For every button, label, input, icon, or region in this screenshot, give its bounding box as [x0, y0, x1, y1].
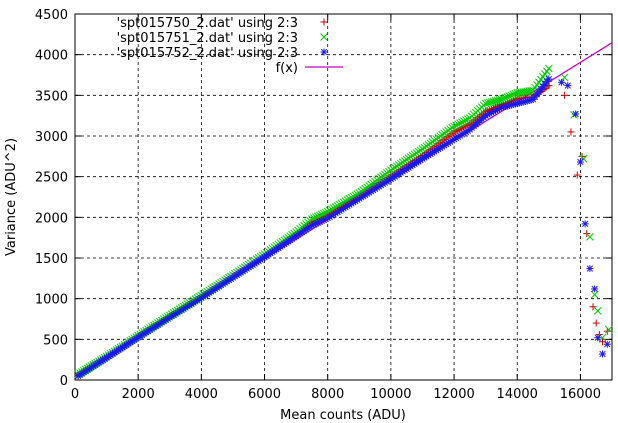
data-point	[591, 285, 599, 293]
legend-marker	[320, 48, 328, 56]
y-tick-label: 1000	[35, 293, 68, 308]
x-axis-label: Mean counts (ADU)	[280, 408, 406, 423]
data-point	[573, 171, 581, 179]
x-tick-label: 0	[71, 387, 79, 402]
data-point	[557, 78, 565, 86]
y-tick-label: 500	[43, 333, 68, 348]
data-point	[505, 92, 514, 101]
x-axis: 0 2000 4000 6000 8000 10000 12000 14000 16000	[71, 14, 601, 402]
data-point	[452, 121, 460, 130]
data-point	[586, 265, 594, 273]
data-points	[74, 64, 613, 380]
grid	[75, 14, 612, 380]
data-point	[586, 232, 594, 241]
x-tick-label: 16000	[560, 387, 601, 402]
y-axis-label: Variance (ADU^2)	[4, 138, 19, 256]
data-point	[499, 94, 508, 103]
x-tick-label: 8000	[311, 387, 344, 402]
data-point	[545, 75, 553, 83]
y-tick-label: 4500	[35, 8, 68, 23]
legend-label: 'spt015750_2.dat' using 2:3	[117, 16, 298, 31]
data-point	[458, 118, 466, 127]
data-point	[581, 220, 589, 228]
series-3	[74, 75, 611, 380]
data-point	[592, 319, 600, 327]
x-tick-label: 12000	[433, 387, 474, 402]
legend-marker	[320, 33, 328, 41]
data-point	[373, 184, 381, 192]
y-tick-label: 2000	[35, 211, 68, 226]
data-point	[567, 128, 575, 136]
data-point	[578, 152, 586, 160]
x-tick-label: 6000	[248, 387, 281, 402]
data-point	[604, 325, 613, 334]
y-tick-label: 1500	[35, 252, 68, 267]
data-point	[594, 334, 602, 342]
legend-marker	[320, 18, 328, 26]
y-axis: 0 500 1000 1500 2000 2500 3000 3500 4000 4500	[35, 8, 612, 389]
y-tick-label: 3000	[35, 130, 68, 145]
data-point	[527, 86, 535, 95]
plot-frame	[74, 13, 613, 381]
data-point	[456, 119, 464, 128]
data-point	[497, 95, 506, 104]
data-point	[454, 120, 462, 129]
data-point	[576, 158, 584, 166]
data-point	[450, 122, 458, 131]
legend-label: 'spt015751_2.dat' using 2:3	[117, 31, 298, 46]
data-point	[464, 115, 472, 123]
data-point	[561, 91, 569, 99]
y-tick-label: 4000	[35, 49, 68, 64]
data-point	[503, 93, 512, 101]
data-point	[462, 116, 470, 124]
legend: 'spt015750_2.dat' using 2:3'spt015751_2.…	[117, 16, 343, 76]
data-point	[593, 307, 602, 315]
y-tick-label: 3500	[35, 89, 68, 104]
data-point	[501, 93, 510, 102]
x-tick-label: 14000	[497, 387, 538, 402]
y-tick-label: 2500	[35, 171, 68, 186]
data-point	[560, 73, 569, 82]
series-1	[74, 82, 611, 379]
y-tick-label: 0	[60, 374, 68, 389]
legend-label: f(x)	[276, 61, 298, 76]
data-point	[589, 303, 597, 311]
x-tick-label: 10000	[370, 387, 411, 402]
data-point	[572, 110, 580, 118]
x-tick-label: 2000	[122, 387, 155, 402]
series-2	[74, 64, 613, 379]
legend-label: 'spt015752_2.dat' using 2:3	[117, 46, 298, 61]
data-point	[436, 144, 444, 152]
data-point	[599, 350, 607, 358]
data-point	[544, 64, 553, 73]
data-point	[564, 82, 572, 90]
x-tick-label: 4000	[185, 387, 218, 402]
data-point	[507, 91, 516, 100]
data-point	[570, 110, 578, 119]
data-point	[603, 340, 611, 348]
data-point	[509, 90, 518, 99]
data-point	[460, 117, 468, 126]
data-point	[590, 290, 599, 299]
